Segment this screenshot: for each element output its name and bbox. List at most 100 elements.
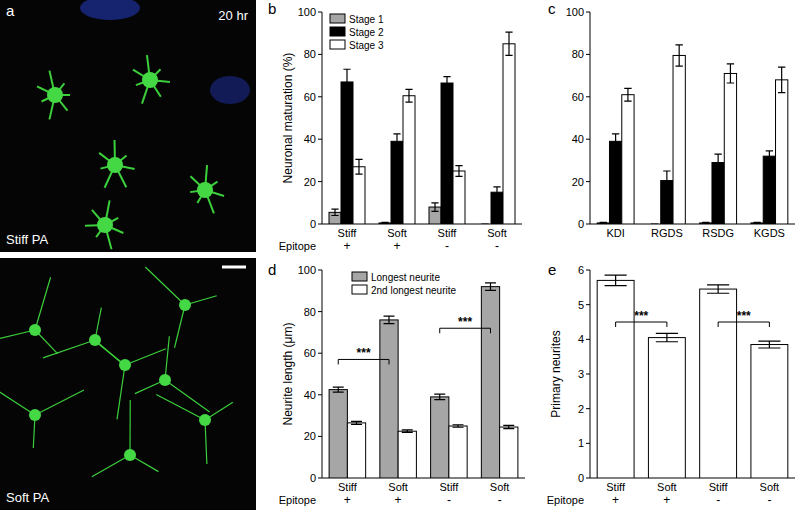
y-axis: [322, 270, 323, 478]
y-tick: [318, 12, 322, 13]
y-tick-label: 0: [578, 218, 584, 230]
y-tick: [586, 304, 590, 305]
significance-label: ***: [458, 315, 472, 329]
legend-swatch: [352, 285, 367, 294]
error-bar: [778, 67, 785, 92]
panel-label: c: [548, 0, 556, 17]
error-bar: [766, 151, 773, 162]
bar: [712, 163, 724, 224]
legend-label: Longest neurite: [371, 272, 440, 283]
bar: [391, 141, 403, 224]
y-axis-label: Neurite length (μm): [281, 323, 295, 426]
bar: [380, 320, 398, 478]
neurite: [129, 400, 130, 455]
legend-swatch: [330, 27, 345, 36]
error-bar: [753, 222, 760, 223]
cell-body: [199, 414, 211, 426]
cell-body: [47, 87, 63, 103]
error-bar: [651, 223, 658, 224]
y-tick: [318, 436, 322, 437]
x-tick-label: KGDS: [754, 227, 785, 239]
blob: [210, 76, 250, 104]
y-tick: [318, 353, 322, 354]
bar: [500, 427, 518, 478]
error-bar: [714, 154, 721, 171]
error-bar: [331, 209, 338, 215]
y-tick: [318, 96, 322, 97]
bar: [503, 44, 515, 224]
neurite: [165, 380, 210, 412]
y-tick: [586, 12, 590, 13]
annotation: Stiff PA: [6, 232, 48, 247]
legend-label: Stage 3: [349, 40, 384, 51]
row-value: +: [663, 493, 670, 507]
bar: [648, 338, 685, 478]
error-bar: [351, 421, 362, 424]
row-label: Epitope: [279, 494, 316, 506]
row-value: +: [395, 493, 402, 507]
y-tick: [586, 270, 590, 271]
error-bar: [481, 223, 488, 224]
y-tick: [586, 443, 590, 444]
x-tick-label: Stiff: [606, 481, 626, 493]
legend-label: Stage 2: [349, 27, 384, 38]
y-tick-label: 100: [566, 6, 584, 18]
y-tick-label: 5: [578, 299, 584, 311]
cell-body: [124, 449, 136, 461]
x-tick-label: Stiff: [338, 481, 358, 493]
cell-body: [29, 409, 41, 421]
plot-area: [597, 45, 788, 224]
bar: [398, 431, 416, 478]
y-tick-label: 0: [310, 218, 316, 230]
y-tick: [586, 408, 590, 409]
y-tick-label: 60: [304, 347, 316, 359]
plot-area: [329, 283, 518, 478]
y-tick: [586, 181, 590, 182]
bar: [763, 156, 775, 224]
bar: [441, 83, 453, 224]
error-bar: [656, 333, 678, 341]
bar-chart: bNeuronal maturation (%)020406080100Stif…: [268, 0, 522, 253]
error-bar: [702, 222, 709, 223]
x-tick-label: KDI: [606, 227, 624, 239]
panel-label: e: [548, 261, 556, 278]
row-value: -: [498, 493, 502, 507]
x-tick-label: Stiff: [338, 227, 358, 239]
x-tick-label: RGDS: [651, 227, 683, 239]
y-tick: [318, 181, 322, 182]
neurite: [125, 349, 166, 365]
significance-label: ***: [737, 309, 751, 323]
cell-body: [179, 299, 191, 311]
error-bar: [405, 89, 412, 102]
y-tick: [586, 478, 590, 479]
y-tick: [586, 139, 590, 140]
y-tick: [318, 394, 322, 395]
micrograph: [0, 258, 256, 510]
error-bar: [600, 222, 607, 223]
error-bar: [393, 134, 400, 149]
row-value: -: [447, 493, 451, 507]
y-axis: [322, 12, 323, 224]
x-tick-label: Stiff: [439, 481, 459, 493]
error-bar: [503, 425, 514, 428]
legend-label: Stage 1: [349, 14, 384, 25]
y-tick-label: 80: [304, 48, 316, 60]
row-value: +: [393, 239, 400, 253]
x-tick-label: Soft: [388, 481, 408, 493]
x-tick-label: Soft: [657, 481, 677, 493]
neurite: [165, 336, 169, 380]
y-tick: [318, 224, 322, 225]
legend: Longest neurite2nd longest neurite: [352, 272, 457, 296]
bar: [648, 224, 660, 225]
x-tick-label: Soft: [487, 227, 507, 239]
row-label: Epitope: [547, 494, 584, 506]
figure: a20 hrStiff PASoft PAbNeuronal maturatio…: [0, 0, 800, 510]
bar: [449, 426, 467, 478]
error-bar: [675, 45, 682, 66]
cell-body: [97, 217, 113, 233]
y-tick-label: 80: [304, 306, 316, 318]
cell-body: [89, 334, 101, 346]
blob: [80, 0, 140, 20]
row-value: -: [495, 239, 499, 253]
cell-body: [107, 157, 123, 173]
